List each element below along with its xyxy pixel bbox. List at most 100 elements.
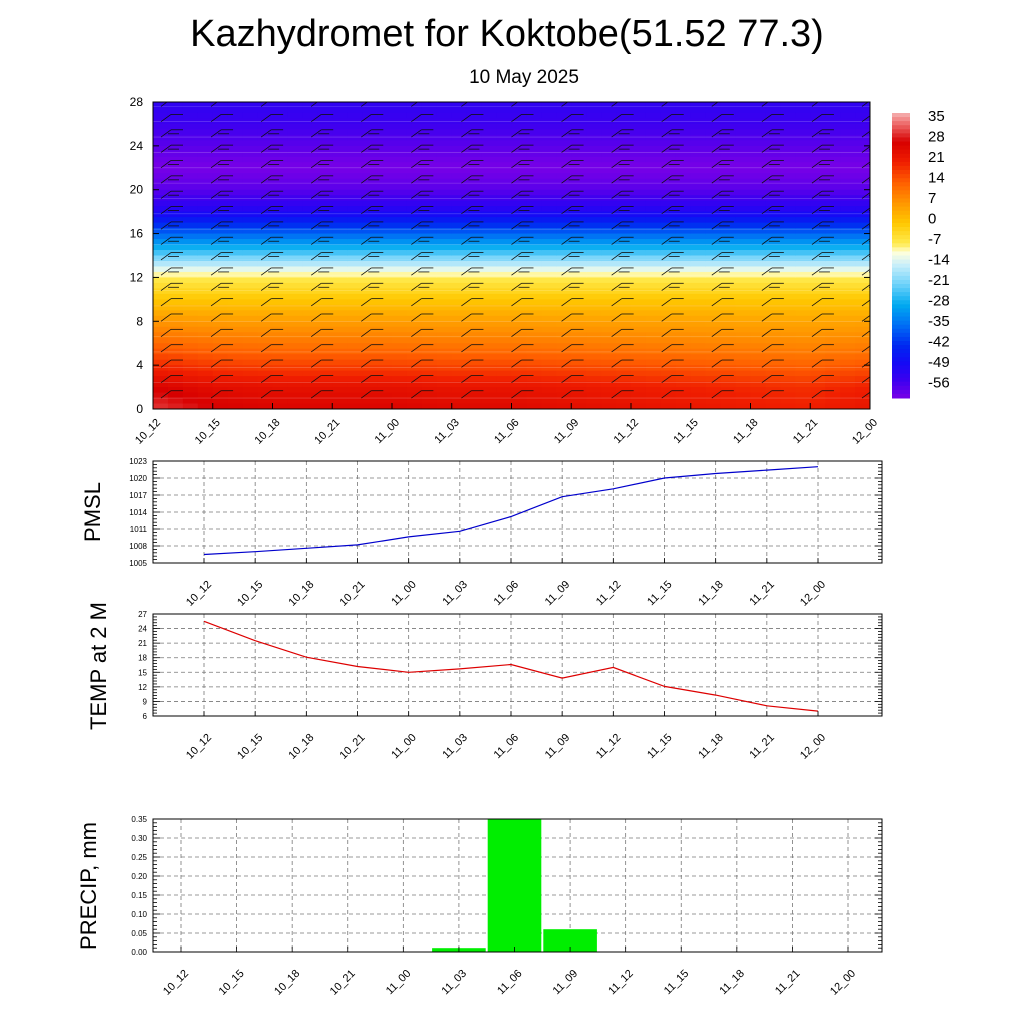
wind-barb <box>661 129 672 138</box>
shading-cell <box>451 244 468 251</box>
shading-cell <box>347 392 363 399</box>
shading-cell <box>511 195 528 202</box>
shading-cell <box>601 266 617 273</box>
shading-cell <box>392 195 408 202</box>
shading-cell <box>287 118 303 125</box>
shading-cell <box>780 403 796 409</box>
shading-cell <box>660 326 677 333</box>
shading-cell <box>466 118 483 125</box>
shading-cell <box>272 156 289 163</box>
shading-cell <box>406 228 423 235</box>
shading-cell <box>406 102 423 109</box>
shading-cell <box>705 299 722 306</box>
shading-cell <box>765 266 781 273</box>
shading-cell <box>317 184 333 191</box>
shading-cell <box>153 271 169 279</box>
shading-cell <box>332 123 348 131</box>
shading-cell <box>481 107 498 114</box>
wind-barb <box>511 329 522 337</box>
shading-cell <box>227 365 244 372</box>
shading-cell <box>287 151 303 158</box>
shading-cell <box>511 387 528 394</box>
shading-cell <box>302 184 318 191</box>
shading-cell <box>556 365 572 372</box>
x-tick-label: 11_21 <box>773 968 803 998</box>
shading-cell <box>197 140 214 147</box>
shading-cell <box>720 315 737 322</box>
shading-cell <box>496 222 513 229</box>
shading-cell <box>182 123 199 131</box>
shading-cell <box>167 200 184 207</box>
shading-cell <box>780 376 796 383</box>
shading-cell <box>347 112 363 120</box>
shading-cell <box>167 266 184 273</box>
shading-cell <box>182 228 199 235</box>
wind-barb <box>160 390 172 399</box>
shading-cell <box>212 206 229 213</box>
shading-cell <box>675 387 692 394</box>
shading-cell <box>227 387 244 394</box>
shading-cell <box>496 354 513 361</box>
shading-cell <box>601 315 617 322</box>
shading-cell <box>481 189 498 196</box>
wind-barb <box>811 359 823 368</box>
shading-cell <box>167 107 184 114</box>
y-tick-label: 27 <box>138 610 147 619</box>
shading-cell <box>840 195 856 202</box>
x-tick-label: 10_15 <box>235 579 265 609</box>
shading-cell <box>496 211 513 218</box>
shading-cell <box>257 167 274 174</box>
shading-cell <box>855 321 870 328</box>
shading-cell <box>526 293 542 300</box>
shading-cell <box>705 321 722 328</box>
shading-cell <box>392 282 408 289</box>
shading-cell <box>511 354 528 361</box>
shading-cell <box>182 134 199 141</box>
shading-cell <box>451 398 468 405</box>
shading-cell <box>332 228 348 235</box>
shading-cell <box>720 206 737 213</box>
shading-cell <box>616 266 632 273</box>
x-tick-label: 11_03 <box>440 579 470 609</box>
shading-cell <box>616 233 632 240</box>
shading-cell <box>197 156 214 163</box>
shading-cell <box>362 321 378 328</box>
shading-cell <box>406 271 423 279</box>
x-tick-label: 11_18 <box>696 579 726 609</box>
shading-cell <box>317 129 333 136</box>
shading-cell <box>631 255 647 262</box>
shading-cell <box>855 392 870 399</box>
shading-cell <box>586 266 602 273</box>
shading-cell <box>526 244 542 251</box>
shading-cell <box>153 244 169 251</box>
shading-cell <box>541 282 557 289</box>
shading-cell <box>167 376 184 383</box>
shading-cell <box>690 266 707 273</box>
shading-cell <box>377 310 393 317</box>
shading-cell <box>511 348 528 355</box>
wind-barb <box>761 144 773 153</box>
shading-cell <box>153 184 169 191</box>
shading-cell <box>690 354 707 361</box>
shading-cell <box>242 255 259 262</box>
shading-cell <box>153 359 169 366</box>
shading-cell <box>227 359 244 366</box>
shading-cell <box>466 343 483 350</box>
shading-cell <box>436 239 453 246</box>
shading-cell <box>645 255 662 262</box>
shading-cell <box>227 370 244 377</box>
shading-cell <box>392 123 408 131</box>
shading-cell <box>451 387 468 394</box>
shading-cell <box>541 140 557 147</box>
shading-cell <box>362 310 378 317</box>
shading-cell <box>825 255 841 262</box>
shading-cell <box>272 354 289 361</box>
shading-cell <box>242 376 259 383</box>
shading-cell <box>167 332 184 339</box>
shading-cell <box>750 233 767 240</box>
shading-cell <box>765 102 781 109</box>
wind-barb <box>160 267 172 276</box>
shading-cell <box>690 376 707 383</box>
shading-cell <box>780 211 796 218</box>
shading-cell <box>840 222 856 229</box>
